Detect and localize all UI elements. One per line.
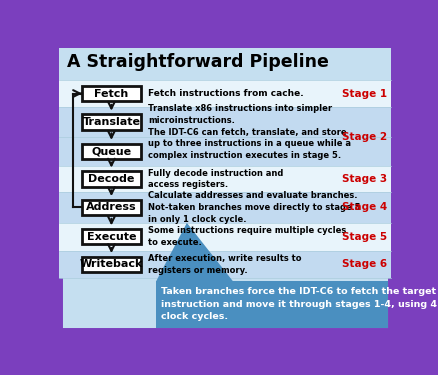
- Text: Some instructions require multiple cycles
to execute.: Some instructions require multiple cycle…: [148, 226, 346, 247]
- Text: Fetch: Fetch: [94, 88, 128, 99]
- FancyBboxPatch shape: [59, 48, 390, 331]
- Text: Translate: Translate: [82, 117, 140, 127]
- FancyBboxPatch shape: [156, 281, 387, 328]
- Text: Taken branches force the IDT-C6 to fetch the target
instruction and move it thro: Taken branches force the IDT-C6 to fetch…: [160, 288, 436, 321]
- FancyBboxPatch shape: [82, 171, 140, 187]
- Text: Calculate addresses and evaluate branches.
Not-taken branches move directly to s: Calculate addresses and evaluate branche…: [148, 191, 360, 224]
- FancyBboxPatch shape: [59, 166, 390, 192]
- FancyBboxPatch shape: [59, 192, 390, 223]
- Text: Stage 6: Stage 6: [341, 260, 386, 270]
- Text: Fully decode instruction and
access registers.: Fully decode instruction and access regi…: [148, 169, 283, 189]
- Text: Stage 4: Stage 4: [341, 202, 386, 213]
- FancyBboxPatch shape: [82, 257, 140, 272]
- FancyBboxPatch shape: [59, 107, 390, 136]
- Text: Stage 1: Stage 1: [341, 88, 386, 99]
- Text: Stage 5: Stage 5: [341, 232, 386, 242]
- Text: Translate x86 instructions into simpler
microinstructions.
The IDT-C6 can fetch,: Translate x86 instructions into simpler …: [148, 104, 350, 160]
- Text: After execution, write results to
registers or memory.: After execution, write results to regist…: [148, 254, 301, 275]
- Text: Address: Address: [86, 202, 136, 213]
- FancyBboxPatch shape: [59, 48, 390, 80]
- Polygon shape: [156, 223, 233, 281]
- FancyBboxPatch shape: [59, 80, 390, 107]
- FancyBboxPatch shape: [82, 86, 140, 101]
- Text: Fetch instructions from cache.: Fetch instructions from cache.: [148, 89, 303, 98]
- FancyBboxPatch shape: [82, 200, 140, 215]
- FancyBboxPatch shape: [59, 251, 390, 278]
- FancyBboxPatch shape: [82, 114, 140, 130]
- FancyBboxPatch shape: [59, 223, 390, 251]
- Text: Execute: Execute: [86, 232, 136, 242]
- FancyBboxPatch shape: [82, 229, 140, 244]
- Text: Stage 2: Stage 2: [341, 132, 386, 142]
- Text: Queue: Queue: [91, 146, 131, 156]
- Text: A Straightforward Pipeline: A Straightforward Pipeline: [67, 53, 328, 71]
- Text: Writeback: Writeback: [80, 260, 143, 270]
- Text: Stage 3: Stage 3: [341, 174, 386, 184]
- Text: Decode: Decode: [88, 174, 134, 184]
- FancyBboxPatch shape: [59, 136, 390, 166]
- FancyBboxPatch shape: [82, 144, 140, 159]
